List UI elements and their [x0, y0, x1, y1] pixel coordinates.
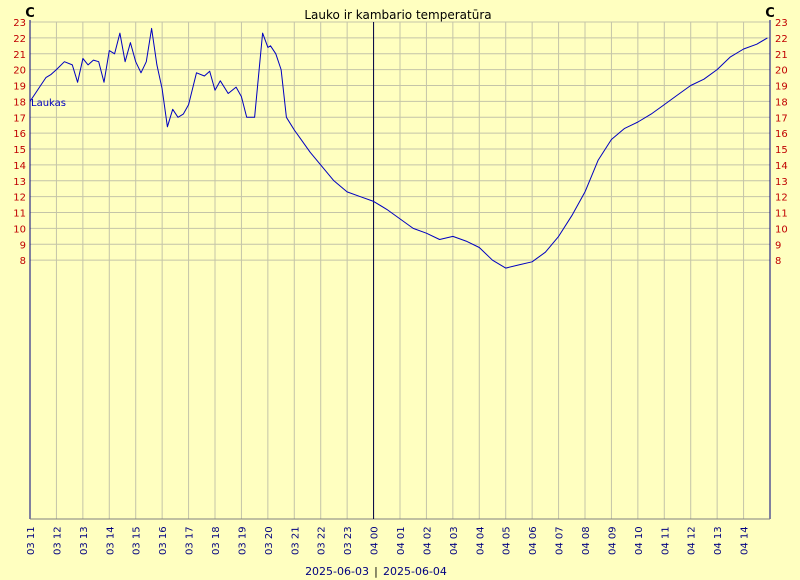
axes — [29, 20, 771, 520]
y-axis-unit-right: C — [765, 6, 775, 21]
x-tick-label: 04 14 — [740, 526, 751, 555]
y-axis-unit-left: C — [25, 6, 35, 21]
y-tick-label-right: 22 — [775, 34, 788, 45]
x-tick-label: 04 03 — [449, 526, 460, 555]
y-tick-label-right: 16 — [775, 129, 788, 140]
y-tick-label-left: 20 — [13, 66, 26, 77]
x-tick-label: 04 06 — [528, 526, 539, 555]
y-tick-label-left: 21 — [13, 50, 26, 61]
y-tick-label-right: 12 — [775, 193, 788, 204]
y-tick-label-right: 20 — [775, 66, 788, 77]
y-tick-label-right: 13 — [775, 177, 788, 188]
x-tick-label: 04 02 — [422, 526, 433, 555]
x-tick-label: 03 12 — [52, 526, 63, 555]
y-tick-label-right: 15 — [775, 145, 788, 156]
x-tick-label: 04 13 — [713, 526, 724, 555]
y-tick-label-right: 19 — [775, 82, 788, 93]
y-tick-label-left: 19 — [13, 82, 26, 93]
y-tick-label-left: 10 — [13, 224, 26, 235]
x-tick-label: 03 21 — [290, 526, 301, 555]
x-tick-label: 03 15 — [132, 526, 143, 555]
y-tick-label-right: 9 — [775, 240, 781, 251]
y-tick-label-left: 15 — [13, 145, 26, 156]
y-tick-label-left: 23 — [13, 18, 26, 29]
x-tick-label: 04 10 — [634, 526, 645, 555]
x-tick-label: 03 22 — [317, 526, 328, 555]
x-tick-label: 04 01 — [396, 526, 407, 555]
x-tick-label: 03 14 — [105, 526, 116, 555]
y-tick-label-left: 18 — [13, 97, 26, 108]
y-tick-label-left: 16 — [13, 129, 26, 140]
x-tick-label: 04 07 — [555, 526, 566, 555]
y-tick-label-right: 18 — [775, 97, 788, 108]
x-tick-label: 04 08 — [581, 526, 592, 555]
date-separator: | — [374, 565, 378, 578]
x-tick-label: 03 20 — [264, 526, 275, 555]
y-tick-label-left: 9 — [20, 240, 26, 251]
chart-title: Lauko ir kambario temperatūra — [304, 8, 491, 22]
y-tick-label-right: 10 — [775, 224, 788, 235]
series-label-laukas: Laukas — [31, 98, 66, 109]
x-tick-label: 03 16 — [158, 526, 169, 555]
x-tick-label: 03 11 — [26, 526, 37, 555]
y-tick-label-right: 17 — [775, 113, 788, 124]
x-tick-label: 04 00 — [370, 526, 381, 555]
y-tick-label-left: 8 — [20, 256, 26, 267]
y-tick-labels: 8 8 9 9 10 10 11 11 12 12 13 13 14 14 15 15 16 16 17 17 18 18… — [13, 18, 787, 267]
series-lines — [29, 27, 768, 269]
date-right: 2025-06-04 — [383, 565, 447, 578]
x-tick-label: 04 04 — [475, 526, 486, 555]
x-tick-label: 04 09 — [607, 526, 618, 555]
x-tick-label: 04 05 — [502, 526, 513, 555]
grid — [29, 21, 770, 519]
y-tick-label-left: 12 — [13, 193, 26, 204]
series-line-0 — [29, 27, 768, 269]
y-tick-label-right: 8 — [775, 256, 781, 267]
y-tick-label-right: 23 — [775, 18, 788, 29]
x-tick-label: 03 13 — [79, 526, 90, 555]
x-tick-label: 03 18 — [211, 526, 222, 555]
x-tick-label: 03 23 — [343, 526, 354, 555]
y-tick-label-left: 13 — [13, 177, 26, 188]
x-tick-labels: 03 11 03 12 03 13 03 14 03 15 03 16 03 17 03 18… — [26, 526, 751, 555]
x-tick-label: 03 17 — [185, 526, 196, 555]
y-tick-label-right: 14 — [775, 161, 788, 172]
date-left: 2025-06-03 — [305, 565, 369, 578]
x-tick-label: 04 11 — [660, 526, 671, 555]
y-tick-label-right: 11 — [775, 209, 788, 220]
x-tick-label: 04 12 — [687, 526, 698, 555]
y-tick-label-left: 11 — [13, 209, 26, 220]
y-tick-label-right: 21 — [775, 50, 788, 61]
y-tick-label-left: 17 — [13, 113, 26, 124]
x-tick-label: 03 19 — [237, 526, 248, 555]
y-tick-label-left: 14 — [13, 161, 26, 172]
y-tick-label-left: 22 — [13, 34, 26, 45]
